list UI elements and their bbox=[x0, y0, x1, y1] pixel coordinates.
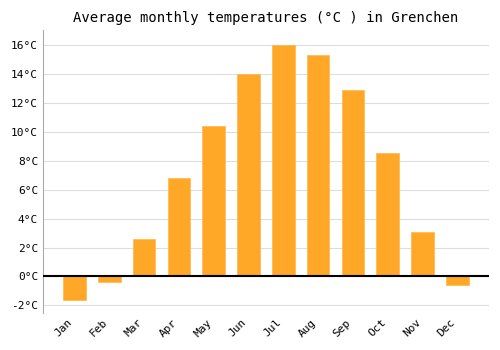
Bar bbox=[307, 55, 330, 276]
Bar bbox=[168, 178, 190, 276]
Title: Average monthly temperatures (°C ) in Grenchen: Average monthly temperatures (°C ) in Gr… bbox=[74, 11, 458, 25]
Bar bbox=[411, 232, 434, 276]
Bar bbox=[376, 153, 399, 276]
Bar bbox=[446, 276, 468, 285]
Bar bbox=[202, 126, 225, 276]
Bar bbox=[272, 45, 294, 276]
Bar bbox=[237, 74, 260, 276]
Bar bbox=[98, 276, 120, 282]
Bar bbox=[133, 239, 156, 276]
Bar bbox=[63, 276, 86, 300]
Bar bbox=[342, 90, 364, 276]
